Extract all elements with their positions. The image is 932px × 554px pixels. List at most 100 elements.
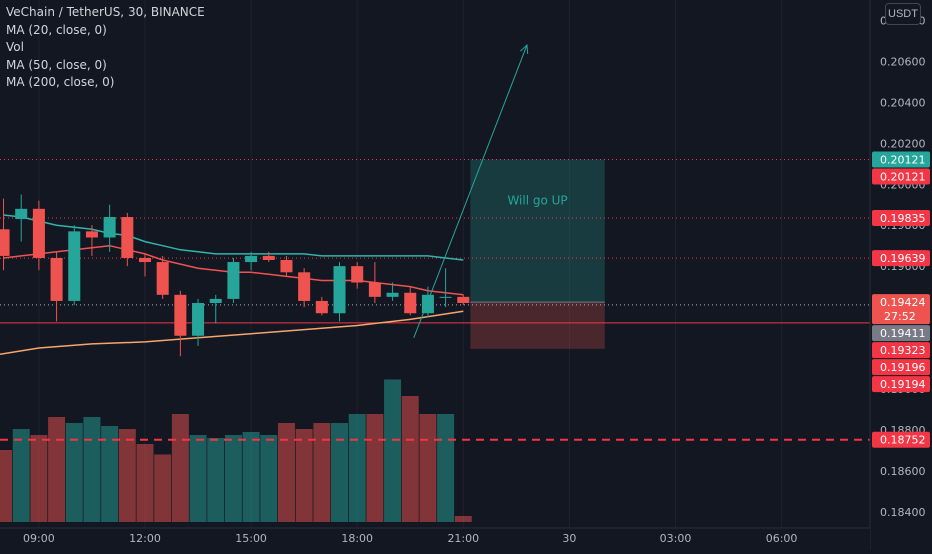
candle-body (32, 208, 45, 258)
arrow-head[interactable] (520, 43, 529, 55)
price-label-text: 0.19424 (880, 296, 926, 309)
price-label-text: 0.19323 (880, 344, 926, 357)
price-label-box[interactable] (872, 342, 930, 359)
volume-bar (224, 435, 242, 522)
candle-body (315, 300, 328, 314)
countdown-label: 27:52 (884, 310, 916, 323)
price-label-text: 0.19835 (880, 212, 926, 225)
volume-bar (454, 516, 472, 522)
candle-body (156, 262, 169, 295)
candle-body (351, 266, 364, 283)
volume-bar (0, 450, 13, 522)
price-tick-label: 0.20600 (880, 55, 926, 68)
candle-body (227, 262, 240, 299)
volume-bar (154, 454, 172, 522)
price-tick-label: 0.20200 (880, 137, 926, 150)
price-tick-label: 0.20400 (880, 96, 926, 109)
volume-bar (384, 379, 402, 522)
candle-body (333, 266, 346, 314)
currency-button[interactable]: USDT (885, 3, 921, 25)
candle-body (174, 294, 187, 336)
price-axis-background (870, 0, 932, 550)
price-label-box[interactable] (872, 431, 930, 448)
candle-body (439, 296, 452, 298)
volume-bar (65, 423, 83, 522)
price-label-text: 0.19639 (880, 252, 926, 265)
legend-ma200[interactable]: MA (200, close, 0) (6, 75, 115, 89)
volume-bar (348, 414, 366, 522)
candle-body (457, 296, 470, 303)
candle-body (368, 282, 381, 297)
candle-body (404, 292, 417, 314)
position-label: Will go UP (507, 194, 567, 208)
price-label-box[interactable] (872, 250, 930, 267)
candle-body (138, 257, 152, 263)
volume-bars (0, 379, 472, 522)
candle-body (245, 255, 258, 263)
time-tick-label: 15:00 (235, 532, 267, 545)
volume-bar (118, 429, 136, 522)
volume-bar (419, 414, 437, 522)
candle-body (298, 272, 311, 301)
volume-bar (12, 429, 30, 522)
candle-body (280, 260, 293, 273)
volume-bar (260, 435, 278, 522)
candlesticks (0, 194, 470, 357)
price-label-box[interactable] (872, 294, 930, 325)
price-label-box[interactable] (872, 325, 930, 342)
candle-body (85, 231, 98, 238)
volume-bar (313, 423, 331, 522)
volume-bar (48, 417, 66, 522)
volume-bar (331, 423, 348, 522)
price-label-text: 0.18752 (880, 434, 926, 447)
candle-body (192, 302, 205, 336)
legend-vol[interactable]: Vol (6, 40, 24, 54)
legend-ma50[interactable]: MA (50, close, 0) (6, 57, 107, 72)
volume-bar (30, 435, 48, 522)
volume-bar (83, 417, 101, 522)
ma50-line (3, 214, 464, 261)
time-axis-background (0, 528, 870, 550)
price-label-text: 0.19194 (880, 378, 926, 391)
price-label-box[interactable] (872, 376, 930, 393)
profit-zone[interactable] (470, 159, 605, 303)
long-position-tool[interactable]: Will go UP (470, 159, 605, 349)
volume-bar (295, 429, 313, 522)
price-label-box[interactable] (872, 168, 930, 185)
chart-legend: VeChain / TetherUS, 30, BINANCE MA (20, … (6, 4, 205, 92)
candle-body (121, 217, 134, 258)
trend-arrow[interactable] (413, 43, 529, 338)
loss-zone[interactable] (470, 302, 605, 349)
time-tick-label: 09:00 (23, 532, 55, 545)
price-label-text: 0.19196 (880, 361, 926, 374)
legend-symbol[interactable]: VeChain / TetherUS, 30, BINANCE (6, 5, 205, 19)
time-tick-label: 18:00 (341, 532, 373, 545)
volume-bar (101, 426, 119, 522)
arrow-line[interactable] (413, 44, 528, 338)
candle-body (386, 292, 399, 297)
legend-ma20[interactable]: MA (20, close, 0) (6, 22, 107, 37)
candle-body (68, 231, 81, 301)
time-tick-label: 21:00 (447, 532, 479, 545)
time-axis[interactable]: 09:00 12:00 15:00 18:00 21:00 30 03:00 06:00 (0, 527, 870, 550)
candle-body (0, 229, 10, 256)
price-label-text: 0.20121 (880, 170, 926, 183)
price-label-text: 0.20121 (880, 153, 926, 166)
price-tick-label: 0.18400 (880, 506, 926, 519)
price-label-box[interactable] (872, 151, 930, 168)
volume-bar (207, 438, 225, 522)
price-label-box[interactable] (872, 210, 930, 227)
candle-body (50, 257, 63, 301)
candle-body (103, 217, 116, 238)
price-label-text: 0.19411 (880, 327, 926, 340)
volume-bar (401, 396, 419, 522)
ma200-line (0, 310, 464, 355)
price-label-box[interactable] (872, 359, 930, 376)
volume-bar (242, 432, 260, 522)
price-axis[interactable]: 0.184000.186000.188000.190000.192000.194… (869, 0, 932, 550)
candle-body (262, 255, 275, 260)
candle-body (209, 298, 222, 303)
candle-body (421, 294, 434, 314)
